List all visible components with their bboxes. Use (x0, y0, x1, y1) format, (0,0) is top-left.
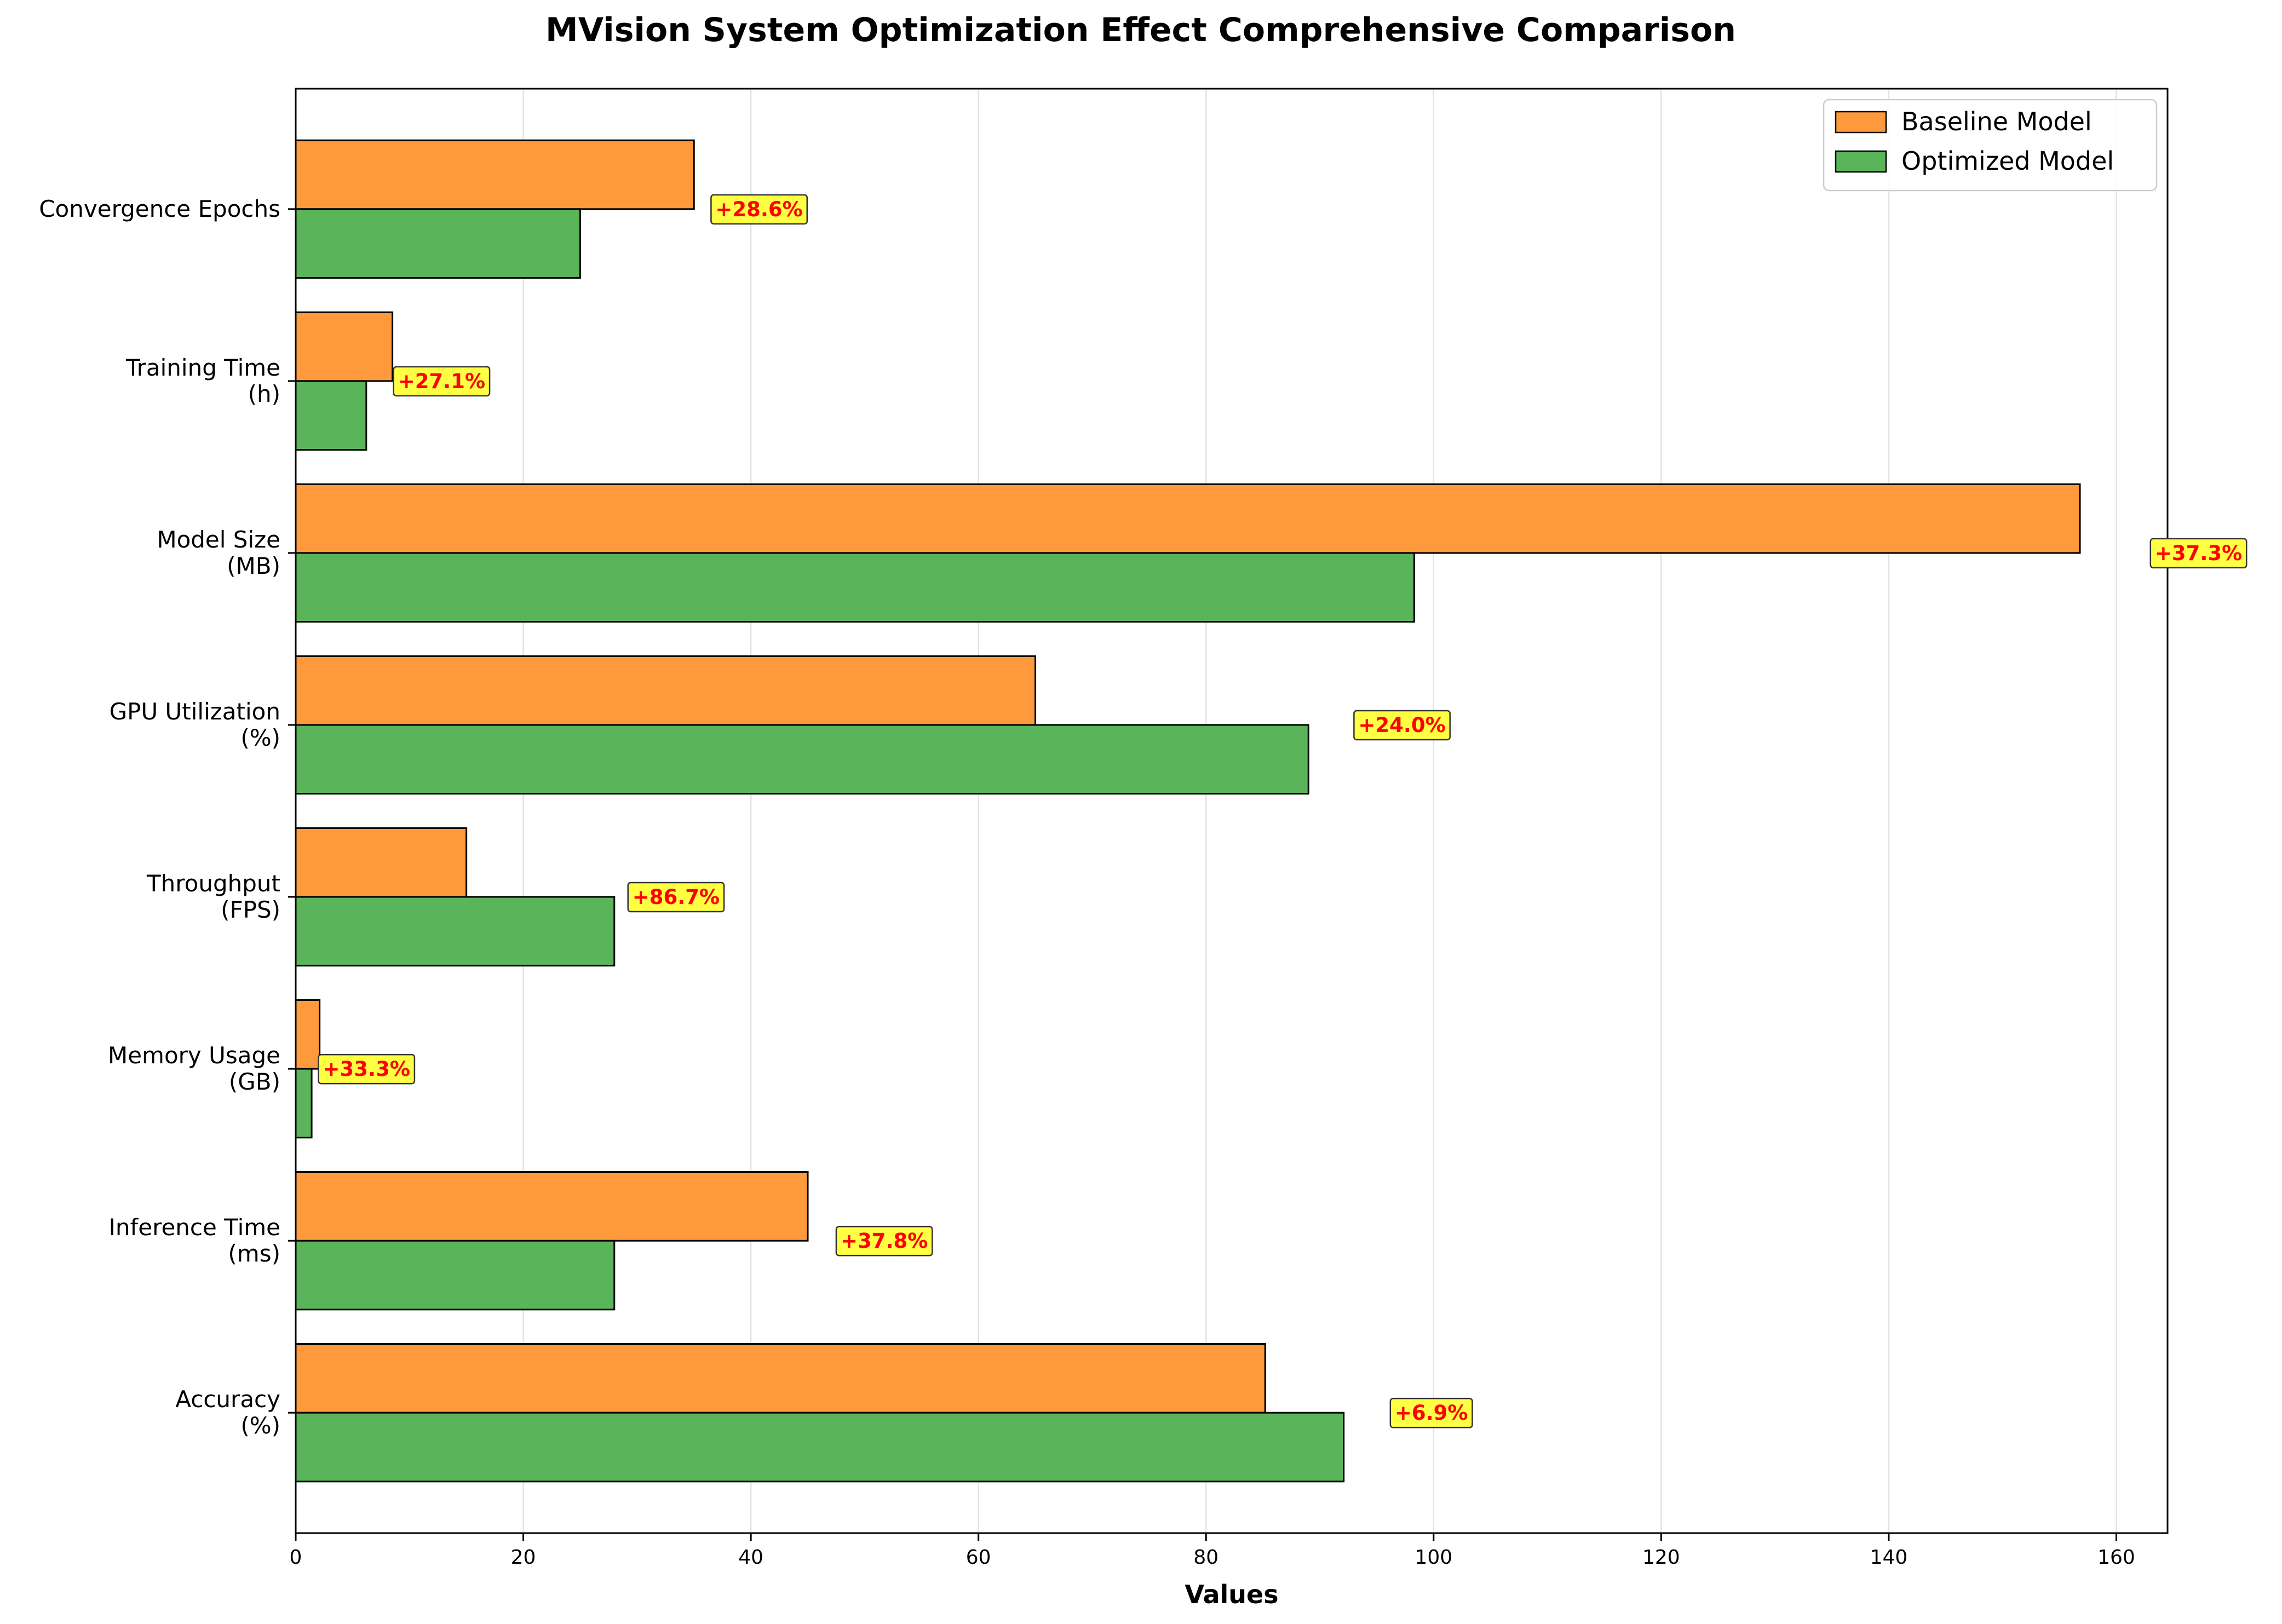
bar-baseline (295, 655, 1037, 726)
x-tick-label: 20 (511, 1546, 536, 1569)
x-tick-label: 0 (290, 1546, 302, 1569)
annotation-label: +37.8% (841, 1229, 928, 1253)
y-tick-label: Model Size (MB) (157, 526, 280, 579)
y-tick-label: Accuracy (%) (175, 1386, 280, 1439)
annotation-label: +27.1% (398, 370, 485, 393)
annotations: +6.9% +37.8% +33.3% +86.7% +24.0% +37.3% +27.1… (318, 194, 2247, 1429)
grid-lines (295, 89, 2117, 1533)
bar-baseline (295, 827, 468, 898)
y-tick-label: Training Time (h) (125, 354, 280, 407)
legend-swatch (1835, 111, 1887, 134)
improvement-annotation: +33.3% (318, 1053, 416, 1085)
annotation-box (318, 1053, 416, 1085)
bar-optimized (295, 1068, 313, 1139)
annotation-label: +33.3% (323, 1057, 410, 1081)
annotation-box (835, 1225, 933, 1257)
bar-optimized (295, 552, 1415, 623)
annotation-label: +24.0% (1358, 713, 1445, 737)
bar-baseline (295, 483, 2081, 554)
x-axis-label: Values (1185, 1580, 1278, 1609)
annotation-label: +86.7% (633, 885, 720, 909)
bar-baseline (295, 311, 394, 382)
chart-title: MVision System Optimization Effect Compr… (545, 11, 1736, 49)
annotation-box (393, 366, 491, 397)
improvement-annotation: +6.9% (1389, 1397, 1473, 1429)
improvement-annotation: +27.1% (393, 366, 491, 397)
improvement-annotation: +24.0% (1353, 710, 1451, 741)
x-tick-label: 100 (1415, 1546, 1452, 1569)
y-tick-label: Convergence Epochs (39, 195, 280, 222)
annotation-box (1353, 710, 1451, 741)
x-tick-label: 60 (966, 1546, 991, 1569)
bar-baseline (295, 1343, 1266, 1414)
bar-baseline (295, 999, 321, 1070)
improvement-annotation: +28.6% (710, 194, 808, 225)
x-tick-label: 120 (1642, 1546, 1680, 1569)
bar-baseline (295, 139, 695, 210)
bar-optimized (295, 380, 367, 451)
x-tick-label: 40 (738, 1546, 763, 1569)
bar-baseline (295, 1171, 809, 1242)
bar-optimized (295, 208, 581, 279)
legend-swatch (1835, 150, 1887, 173)
x-tick-label: 160 (2097, 1546, 2135, 1569)
annotation-box (2149, 538, 2247, 569)
y-tick-label: Memory Usage (GB) (108, 1042, 280, 1095)
annotation-box (627, 882, 725, 913)
improvement-annotation: +37.8% (835, 1225, 933, 1257)
annotation-label: +37.3% (2155, 542, 2242, 565)
improvement-annotation: +37.3% (2149, 538, 2247, 569)
y-tick-label: GPU Utilization (%) (110, 698, 280, 751)
x-tick-label: 140 (1870, 1546, 1908, 1569)
bar-optimized (295, 724, 1309, 795)
y-tick-label: Inference Time (ms) (108, 1214, 280, 1267)
bar-optimized (295, 896, 616, 967)
legend-label: Baseline Model (1901, 107, 2092, 136)
annotation-box (1389, 1397, 1473, 1429)
legend-label: Optimized Model (1901, 146, 2114, 176)
annotation-label: +28.6% (715, 198, 802, 221)
y-axis: Accuracy (%) Inference Time (ms) Memory Usag… (39, 195, 296, 1439)
annotation-box (710, 194, 808, 225)
legend-frame (1823, 99, 2158, 192)
x-tick-label: 80 (1193, 1546, 1218, 1569)
legend: Baseline Model Optimized Model (1823, 99, 2158, 192)
plot-frame (295, 88, 2169, 1534)
bar-optimized (295, 1240, 616, 1311)
bar-optimized (295, 1412, 1345, 1483)
improvement-annotation: +86.7% (627, 882, 725, 913)
annotation-label: +6.9% (1395, 1401, 1468, 1425)
y-tick-label: Throughput (FPS) (146, 870, 280, 923)
x-axis: 0 20 40 60 80 100 120 140 160 (290, 1533, 2135, 1569)
bars (295, 139, 2081, 1483)
